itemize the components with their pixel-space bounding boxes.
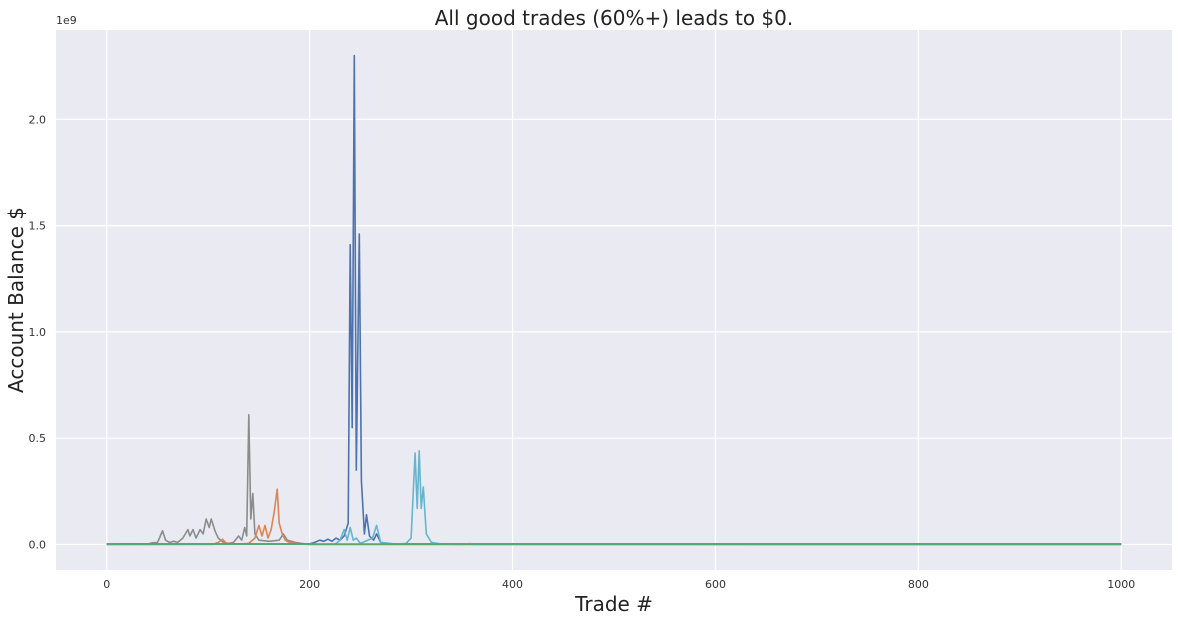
y-tick-label: 1.0 (29, 326, 47, 339)
x-tick-label: 0 (103, 578, 110, 591)
x-tick-label: 1000 (1107, 578, 1135, 591)
y-tick-label: 2.0 (29, 113, 47, 126)
y-tick-label: 0.5 (29, 432, 47, 445)
series-lines (106, 54, 1122, 546)
x-tick-label: 400 (502, 578, 523, 591)
x-tick-label: 600 (705, 578, 726, 591)
chart-title: All good trades (60%+) leads to $0. (434, 6, 794, 30)
series-line-3 (106, 54, 1122, 545)
series-line-2 (106, 488, 1122, 546)
y-offset-label: 1e9 (56, 14, 77, 27)
y-tick-label: 1.5 (29, 220, 47, 233)
plot-area (56, 30, 1172, 570)
x-tick-label: 800 (908, 578, 929, 591)
x-tick-label: 200 (299, 578, 320, 591)
x-axis-label: Trade # (575, 592, 653, 616)
series-line-1 (106, 414, 1122, 546)
y-tick-label: 0.0 (29, 538, 47, 551)
y-axis-label: Account Balance $ (4, 207, 28, 393)
tick-labels: 0 200 400 600 800 1000 0.0 0.5 1.0 1.5 2.0 (29, 113, 1136, 591)
